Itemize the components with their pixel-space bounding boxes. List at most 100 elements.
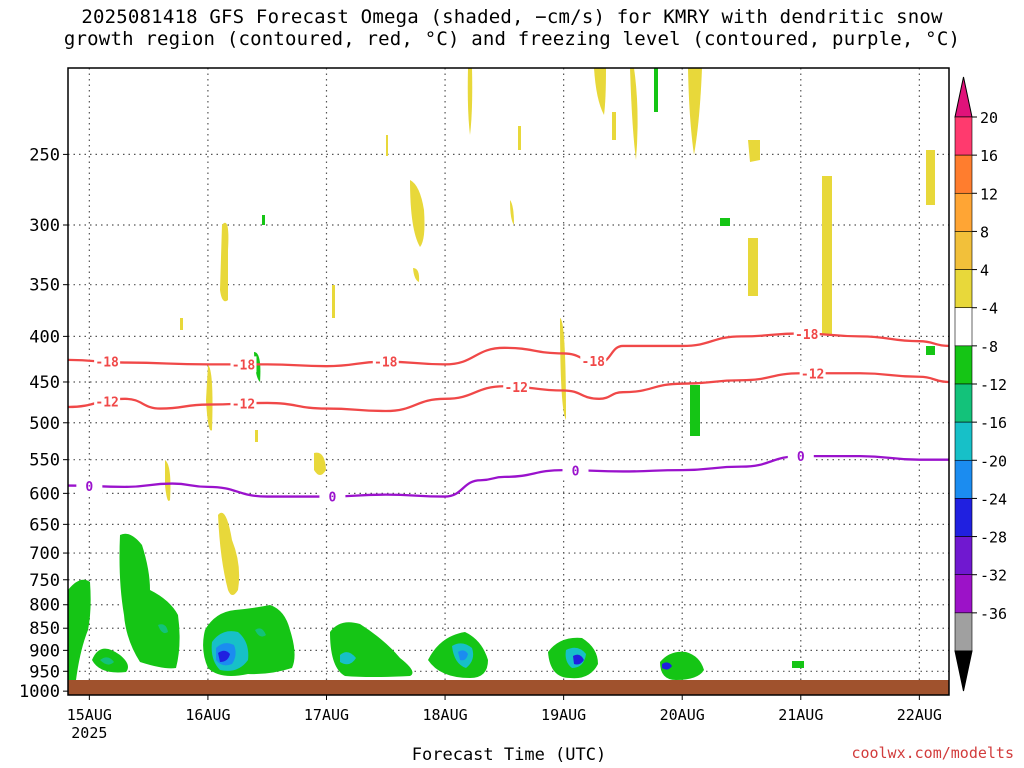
descent-region [467,68,473,135]
colorbar-label: -28 [980,529,1007,547]
isotherm-label-bg [580,353,607,370]
colorbar-label: -8 [980,338,998,356]
ascent-region [100,657,114,665]
isotherm-label-bg [503,379,530,396]
colorbar-segment [954,459,973,499]
descent-region [386,135,388,156]
y-tick-label: 1000 [19,682,60,702]
omega-shading [68,68,935,682]
isotherm-label: -18 [795,328,819,343]
y-axis: 2503003504004505005506006507007508008509… [19,145,68,702]
isotherm-label-bg [787,448,814,465]
colorbar-top-cap [954,76,973,118]
isotherm-label: -18 [374,356,398,371]
descent-region [220,222,229,302]
colorbar-segment [954,192,973,232]
x-tick-sublabel: 2025 [71,724,107,742]
ascent-region [660,651,704,680]
descent-region [926,150,935,205]
isotherm-label: 0 [797,450,805,465]
colorbar-segment [954,345,973,385]
y-tick-label: 950 [29,662,60,682]
colorbar-label: 4 [980,262,989,280]
ascent-region [68,579,91,682]
isotherm-label: -12 [504,381,527,396]
y-tick-label: 800 [29,596,60,616]
x-tick-label: 18AUG [422,706,467,724]
ascent-region [458,650,468,661]
colorbar-segment [954,421,973,461]
isotherm-label: -18 [232,358,256,373]
ascent-region [662,662,672,670]
temperature-contours: -18 -18 -18 -18 -18 -12 -12 -12 -12 0 0 0 0 [68,325,949,505]
x-tick-label: 21AUG [778,706,823,724]
colorbar-label: 12 [980,185,998,203]
x-tick-label: 16AUG [185,706,230,724]
ascent-region [926,346,935,355]
ascent-region [720,218,730,226]
ascent-region [654,68,658,112]
colorbar-bottom-cap [954,650,973,692]
ascent-region [119,533,180,669]
descent-region [165,460,171,501]
colorbar-segment [954,154,973,194]
ascent-region [158,624,168,634]
isotherm-label: -18 [582,355,606,370]
descent-region [748,238,758,296]
y-tick-label: 500 [29,414,60,434]
colorbar-label: -36 [980,605,1007,623]
ascent-region [340,652,356,665]
descent-region [822,176,832,334]
y-tick-label: 350 [29,276,60,296]
x-axis-title: Forecast Time (UTC) [411,745,607,765]
isotherm-label-bg [94,353,121,370]
ascent-region [255,628,266,637]
y-tick-label: 450 [29,373,60,393]
colorbar-segment [954,383,973,423]
descent-region [612,112,616,140]
isotherm-label-bg [76,478,103,495]
colorbar-segment [954,116,973,156]
credit-link[interactable]: coolwx.com/modelts [851,744,1014,762]
isotherm-label-bg [372,353,399,370]
colorbar: 20 16 12 8 4 -4 -8 -12 -16 -20 -24 -28 -32 -36 [954,76,1007,692]
colorbar-segment [954,307,973,347]
ascent-region [690,385,700,436]
descent-region [518,126,521,150]
isotherm-label-bg [799,365,826,382]
isotherm-label: -12 [95,395,118,410]
isotherm-label-bg [562,462,589,479]
descent-region [410,180,425,247]
isotherm-label-bg [230,356,257,373]
descent-region [332,285,335,318]
descent-region [218,512,240,595]
y-tick-label: 750 [29,571,60,591]
isotherm-label: 0 [572,464,580,479]
colorbar-segment [954,574,973,614]
x-tick-label: 22AUG [897,706,942,724]
y-tick-label: 400 [29,327,60,347]
ascent-region [262,215,265,225]
descent-region [413,268,420,282]
y-tick-label: 250 [29,145,60,165]
isotherm-label-bg [319,488,346,505]
colorbar-label: -12 [980,376,1007,394]
ground-surface [68,680,949,695]
y-tick-label: 550 [29,451,60,471]
y-tick-label: 650 [29,515,60,535]
isotherm-label: -12 [801,367,824,382]
isotherm-label: 0 [85,480,93,495]
colorbar-label: -24 [980,490,1007,508]
colorbar-label: 20 [980,109,998,127]
y-tick-label: 900 [29,641,60,661]
x-tick-label: 20AUG [660,706,705,724]
colorbar-label: -20 [980,452,1007,470]
descent-region [314,452,326,475]
colorbar-label: -32 [980,567,1007,585]
descent-region [510,200,514,225]
colorbar-label: -4 [980,300,998,318]
isotherm-label-bg [94,393,121,410]
colorbar-segment [954,498,973,537]
y-tick-label: 700 [29,544,60,564]
